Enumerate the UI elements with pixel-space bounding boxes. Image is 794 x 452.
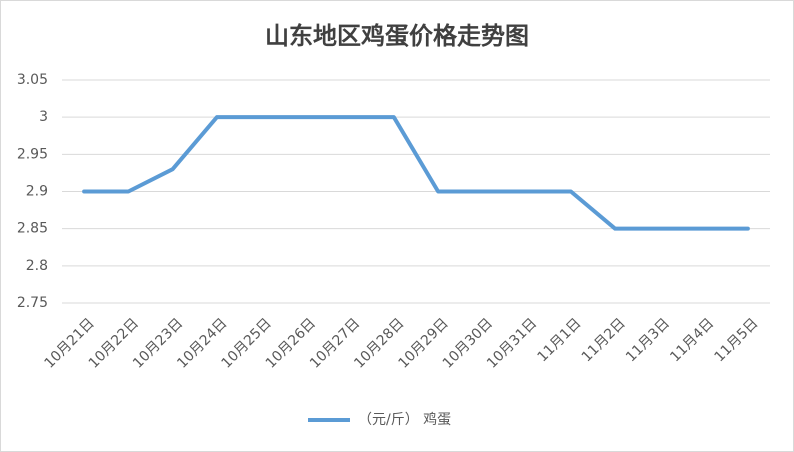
y-tick-label: 2.8 bbox=[26, 258, 48, 274]
legend-label: （元/斤） 鸡蛋 bbox=[358, 411, 451, 428]
y-tick-label: 2.85 bbox=[17, 221, 48, 237]
y-tick-label: 2.9 bbox=[26, 184, 48, 200]
y-tick-label: 2.75 bbox=[17, 295, 48, 311]
chart-title: 山东地区鸡蛋价格走势图 bbox=[265, 22, 529, 50]
y-tick-label: 3 bbox=[39, 109, 48, 125]
y-tick-label: 3.05 bbox=[17, 72, 48, 88]
data-line bbox=[82, 115, 750, 231]
y-tick-label: 2.95 bbox=[17, 146, 48, 162]
